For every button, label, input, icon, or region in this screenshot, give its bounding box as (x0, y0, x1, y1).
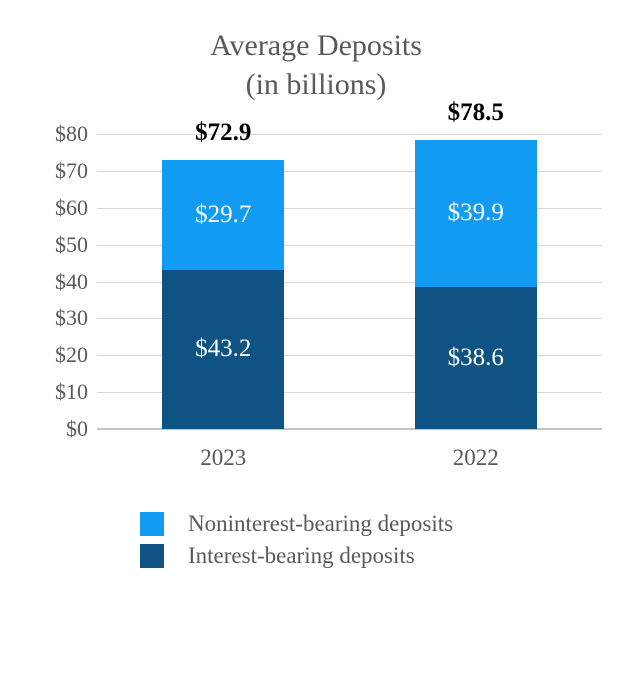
y-axis-tick-label: $40 (55, 268, 88, 294)
y-axis-tick-label: $60 (55, 194, 88, 220)
gridline (97, 282, 602, 283)
bar-segment-2023-noninterest (162, 160, 285, 270)
bar-segment-value-label: $29.7 (195, 200, 252, 228)
y-axis-tick-label: $20 (55, 342, 88, 368)
legend-item-interest-bearing: Interest-bearing deposits (140, 543, 453, 568)
y-axis-tick-label: $70 (55, 157, 88, 183)
chart-title-line2: (in billions) (245, 68, 387, 101)
x-axis-line (97, 428, 602, 430)
y-axis-tick-label: $50 (55, 231, 88, 257)
x-axis-category-label: 2022 (452, 445, 499, 470)
bar-total-label: $78.5 (447, 98, 504, 126)
y-axis-tick-label: $30 (55, 305, 88, 331)
gridline (97, 171, 602, 172)
gridline (97, 392, 602, 393)
bar-segment-value-label: $38.6 (447, 343, 504, 371)
legend-swatch-icon (140, 512, 164, 536)
gridline (97, 355, 602, 356)
chart-legend: Noninterest-bearing deposits Interest-bea… (140, 511, 454, 576)
legend-swatch-icon (140, 544, 164, 568)
y-axis-tick-label: $10 (55, 379, 88, 405)
bar-segment-2022-noninterest (414, 139, 537, 287)
bar-segment-2023-interest (162, 269, 285, 429)
legend-label: Interest-bearing deposits (188, 543, 415, 568)
chart-title-line1: Average Deposits (210, 29, 422, 62)
legend-label: Noninterest-bearing deposits (188, 511, 454, 536)
gridline (97, 318, 602, 319)
bar-segment-value-label: $39.9 (447, 199, 504, 227)
chart-title: Average Deposits (in billions) (0, 26, 632, 104)
y-axis-tick-label: $80 (55, 121, 88, 146)
x-axis-category-label: 2023 (200, 445, 247, 470)
gridline (97, 245, 602, 246)
bar-total-label: $72.9 (195, 119, 252, 147)
gridline (97, 134, 602, 135)
legend-item-noninterest-bearing: Noninterest-bearing deposits (140, 511, 454, 536)
bar-segment-value-label: $43.2 (195, 335, 252, 363)
gridline (97, 208, 602, 209)
y-axis-tick-label: $0 (66, 416, 88, 441)
bar-segment-2022-interest (414, 286, 537, 429)
